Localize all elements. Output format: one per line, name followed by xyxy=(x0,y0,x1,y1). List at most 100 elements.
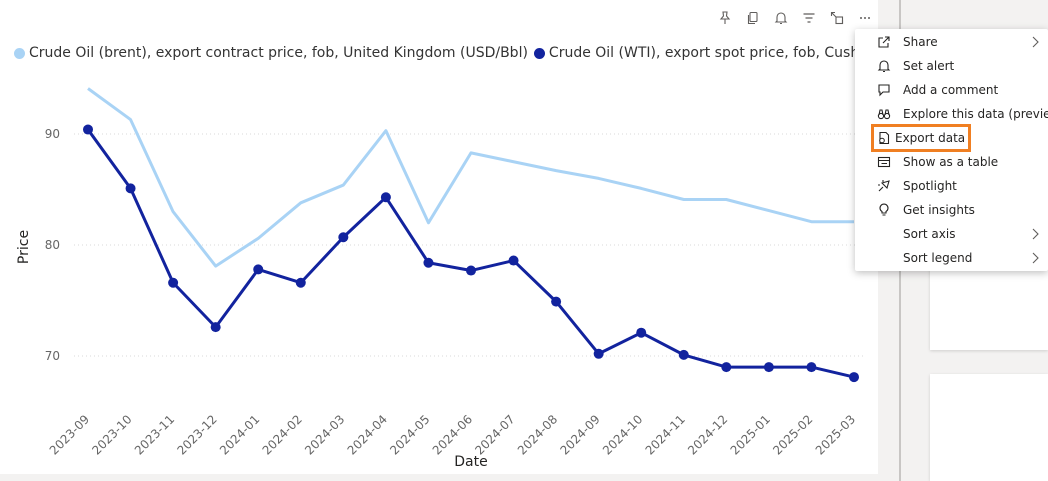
chevron-right-icon xyxy=(1032,36,1039,48)
lightbulb-icon xyxy=(879,203,889,216)
comment-icon xyxy=(878,84,890,97)
legend-item-brent[interactable]: Crude Oil (brent), export contract price… xyxy=(14,45,528,61)
menu-item-sort-axis[interactable]: Sort axis xyxy=(855,222,1048,246)
data-point-wti[interactable] xyxy=(508,255,519,266)
x-tick-label: 2024-09 xyxy=(557,412,602,457)
visual-header xyxy=(715,8,875,28)
spotlight-icon xyxy=(878,180,890,192)
data-point-wti[interactable] xyxy=(806,362,817,373)
menu-item-label: Export data xyxy=(895,131,966,145)
data-point-wti[interactable] xyxy=(466,265,476,276)
alert-button[interactable] xyxy=(771,8,791,28)
data-point-wti[interactable] xyxy=(636,327,647,338)
menu-item-label: Show as a table xyxy=(903,155,999,169)
data-point-wti[interactable] xyxy=(763,362,774,373)
x-tick-label: 2024-11 xyxy=(643,412,688,457)
menu-item-spotlight[interactable]: Spotlight xyxy=(855,174,1048,198)
legend-marker-brent xyxy=(14,47,25,59)
x-tick-label: 2023-12 xyxy=(174,412,219,457)
filter-icon xyxy=(803,13,815,23)
menu-item-label: Explore this data (preview) xyxy=(903,107,1048,121)
legend-label-wti: Crude Oil (WTI), export spot price, fob,… xyxy=(548,45,864,61)
more-options-menu: Share Set alert Add a comment Explore th… xyxy=(855,29,1048,271)
menu-item-export-data[interactable]: Export data xyxy=(871,124,971,152)
x-tick-label: 2024-08 xyxy=(515,412,560,457)
focus-mode-icon xyxy=(830,11,844,25)
series-line-brent[interactable] xyxy=(87,87,854,268)
data-point-wti[interactable] xyxy=(423,257,434,268)
data-point-wti[interactable] xyxy=(253,264,264,275)
menu-item-show-table[interactable]: Show as a table xyxy=(855,150,1048,174)
legend-item-wti[interactable]: Crude Oil (WTI), export spot price, fob,… xyxy=(533,45,864,61)
more-options-button[interactable] xyxy=(855,8,875,28)
y-tick-label: 70 xyxy=(45,349,60,363)
data-point-wti[interactable] xyxy=(849,372,859,383)
y-tick-label: 90 xyxy=(45,127,60,141)
menu-item-sort-legend[interactable]: Sort legend xyxy=(855,246,1048,270)
legend-marker-wti xyxy=(533,47,545,59)
data-point-wti[interactable] xyxy=(678,349,689,360)
more-options-icon xyxy=(860,17,870,19)
pin-button[interactable] xyxy=(715,8,735,28)
menu-item-label: Spotlight xyxy=(903,179,957,193)
menu-item-label: Set alert xyxy=(903,59,955,73)
bell-icon xyxy=(877,60,891,73)
x-tick-label: 2024-12 xyxy=(685,412,730,457)
x-axis-title: Date xyxy=(454,454,487,470)
copy-icon xyxy=(747,11,758,25)
x-tick-label: 2024-06 xyxy=(430,412,475,457)
menu-item-label: Sort legend xyxy=(903,251,973,265)
data-point-wti[interactable] xyxy=(210,322,221,333)
x-tick-label: 2025-03 xyxy=(813,412,858,457)
data-point-wti[interactable] xyxy=(593,348,604,359)
data-point-wti[interactable] xyxy=(295,277,306,288)
export-icon xyxy=(879,131,890,145)
focus-mode-button[interactable] xyxy=(827,8,847,28)
x-tick-label: 2025-01 xyxy=(728,412,773,457)
menu-item-get-insights[interactable]: Get insights xyxy=(855,198,1048,222)
menu-item-label: Get insights xyxy=(903,203,975,217)
x-tick-label: 2025-02 xyxy=(770,412,815,457)
data-point-wti[interactable] xyxy=(168,277,179,288)
menu-item-label: Sort axis xyxy=(903,227,956,241)
table-icon xyxy=(877,156,891,168)
copy-visual-button[interactable] xyxy=(743,8,763,28)
line-chart-visual: Crude Oil (brent), export contract price… xyxy=(0,0,878,474)
x-tick-label: 2023-09 xyxy=(47,412,92,457)
y-axis-title: Price xyxy=(16,230,32,264)
y-tick-label: 80 xyxy=(45,238,60,252)
chevron-right-icon xyxy=(1032,252,1039,264)
x-tick-label: 2024-01 xyxy=(217,412,262,457)
chart-legend: Crude Oil (brent), export contract price… xyxy=(14,43,864,63)
data-point-wti[interactable] xyxy=(338,232,349,243)
data-point-wti[interactable] xyxy=(380,192,391,203)
x-tick-label: 2024-02 xyxy=(260,412,305,457)
x-tick-label: 2024-04 xyxy=(345,412,390,457)
pin-icon xyxy=(719,11,731,24)
x-tick-label: 2024-07 xyxy=(472,412,517,457)
menu-item-label: Share xyxy=(903,35,938,49)
x-tick-label: 2024-05 xyxy=(387,412,432,457)
side-visual-card xyxy=(930,266,1048,350)
side-visual-card xyxy=(930,374,1048,481)
binoculars-icon xyxy=(877,109,891,120)
bell-icon xyxy=(774,12,788,25)
x-tick-label: 2024-10 xyxy=(600,412,645,457)
data-point-wti[interactable] xyxy=(551,296,562,307)
x-tick-label: 2023-10 xyxy=(89,412,134,457)
menu-item-set-alert[interactable]: Set alert xyxy=(855,54,1048,78)
filter-button[interactable] xyxy=(799,8,819,28)
share-icon xyxy=(878,36,890,48)
chevron-right-icon xyxy=(1032,228,1039,240)
menu-item-add-comment[interactable]: Add a comment xyxy=(855,78,1048,102)
series-line-wti[interactable] xyxy=(86,128,855,379)
x-tick-label: 2023-11 xyxy=(132,412,177,457)
data-point-wti[interactable] xyxy=(721,362,732,373)
menu-item-label: Add a comment xyxy=(903,83,999,97)
menu-item-explore-data[interactable]: Explore this data (preview) xyxy=(855,102,1048,126)
x-tick-label: 2024-03 xyxy=(302,412,347,457)
data-point-wti[interactable] xyxy=(125,183,136,194)
data-point-wti[interactable] xyxy=(83,124,93,135)
menu-item-share[interactable]: Share xyxy=(855,30,1048,54)
